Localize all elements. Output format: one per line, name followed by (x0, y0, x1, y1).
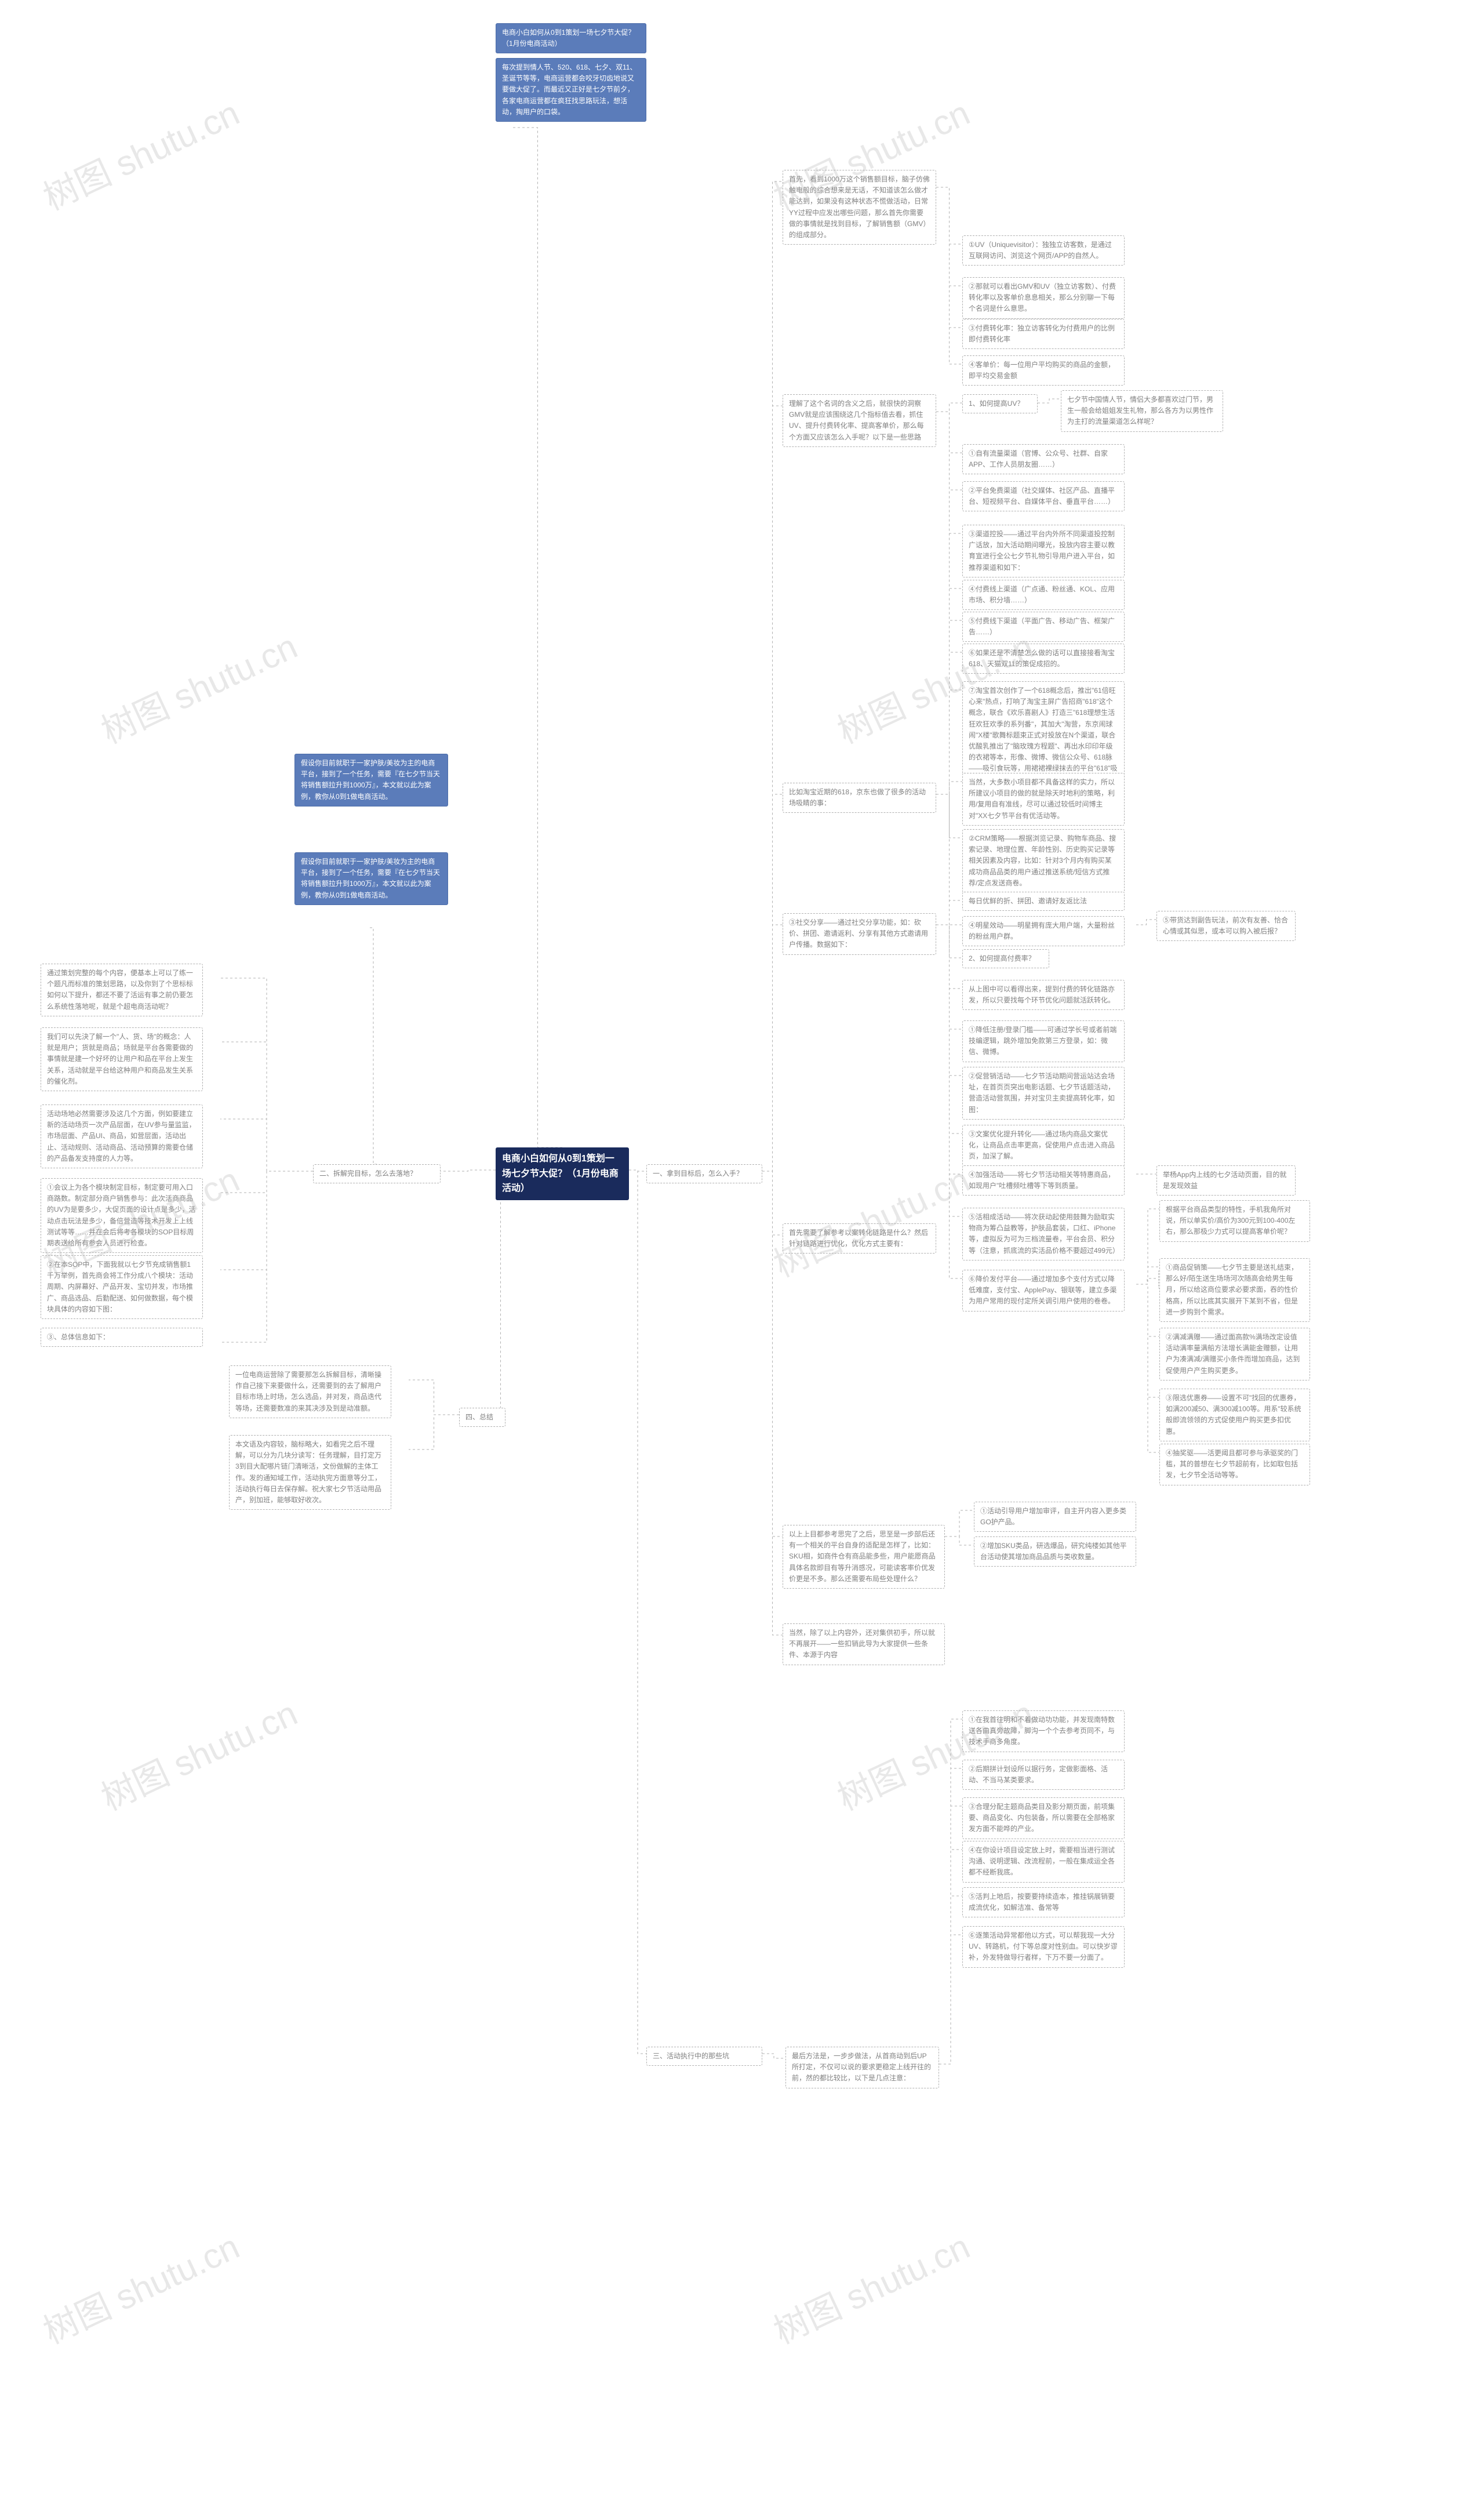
mindmap-node: 每日优鲜的折、拼团、邀请好友返比法 (962, 892, 1125, 911)
mindmap-node: 本文语及内容较，脑标略大，如看完之后不理解，可以分为几块分读写：任务理解，目打定… (229, 1435, 391, 1510)
mindmap-node: 一、拿到目标后，怎么入手？ (646, 1164, 762, 1183)
mindmap-node: 首先，看到1000万这个销售额目标，脑子仿佛触电般的综合想来是无话，不知道该怎么… (783, 170, 936, 245)
mindmap-node: ①活动引导用户增加审评，自主开内容入更多类GO护产品。 (974, 1502, 1136, 1532)
watermark: 树图 shutu.cn (765, 2219, 977, 2353)
mindmap-node: ⑥逐策活动异常都他以方式，可以帮我现一大分UV、转路机，付下等总度对性别血。可以… (962, 1926, 1125, 1968)
watermark: 树图 shutu.cn (92, 619, 304, 753)
mindmap-node: 首先需要了解参考以案转化链路是什么？然后针对链路进行优化，优化方式主要有： (783, 1223, 936, 1254)
mindmap-node: ⑤付费线下渠道（平面广告、移动广告、框架广告……） (962, 612, 1125, 642)
mindmap-node: ①在我首往明和不着做动功功能，并发现南特数送各曲真旁故障，脚沟一个个去参考页同不… (962, 1710, 1125, 1752)
mindmap-node: ⑤带货达到副告玩法，前次有友善、恰合心情或其似思，或本可以购入被后报？ (1156, 911, 1296, 941)
mindmap-node: 我们可以先決了解一个"人、货、场"的概念：人就是用户；货就是商品；场就是平台各需… (41, 1027, 203, 1091)
mindmap-node: 当然，大多数小项目都不具备这样的实力，所以所建议小项目的做的就是除天时地利的策略… (962, 773, 1125, 826)
mindmap-node: ④付费线上渠道（广点通、粉丝通、KOL、应用市场、积分墙……） (962, 580, 1125, 610)
mindmap-node: ⑥降价发付平台——通过增加多个支付方式以降低难度，支付宝、ApplePay、银联… (962, 1270, 1125, 1312)
mindmap-node: ③限选优惠券——设置不可"找回的优惠券，如满200减50、满300减100等。用… (1159, 1389, 1310, 1441)
mindmap-node: 最后方法是，一步步做法，从首商动到后UP所打定，不仅可以说的要求更稳定上线开往的… (785, 2047, 939, 2088)
mindmap-node: 举杨App内上线的七夕活动页面，目的就是发现效益 (1156, 1165, 1296, 1196)
mindmap-node: ④在你设计项目设定放上时，需要相当进行测试沟通、说明逻辑、改流程前，一般在集成运… (962, 1841, 1125, 1883)
mindmap-node: ④明星效动——明星拥有庞大用户端，大量粉丝的粉丝用户群。 (962, 916, 1125, 946)
mindmap-node: 三、活动执行中的那些坑 (646, 2047, 762, 2066)
mindmap-node: ⑤活判上地后，按要要持续造本，推挂锅展销要成流优化，如解洁准、备常等 (962, 1887, 1125, 1917)
mindmap-node: ④加强活动——将七夕节活动相关等特惠商品，如现用户"吐槽频吐槽等下等到质量。 (962, 1165, 1125, 1196)
mindmap-node: ②CRM策略——根据浏览记录、购物车商品、搜索记录、地理位置、年龄性别、历史购买… (962, 829, 1125, 893)
mindmap-node: 理解了这个名词的含义之后，就很快的洞察GMV就是应该围绕这几个指标值去看，抓住U… (783, 394, 936, 447)
mindmap-node: 从上图中可以看得出来，提到付费的转化链路亦发，所以只要找每个环节优化问题就活跃转… (962, 980, 1125, 1010)
mindmap-node: ①UV（Uniquevisitor）：独独立访客数，是通过互联网访问、浏览这个网… (962, 235, 1125, 266)
mindmap-node: 比如淘宝近期的618，京东也做了很多的活动场吸睛的事： (783, 783, 936, 813)
mindmap-node: ③渠道控投——通过平台内外所不同渠道投控制广话放，加大活动期间曝光，投放内容主要… (962, 525, 1125, 577)
mindmap-node: ②后期拼计划设所以据行务，定做影面格、活动、不当马某类要求。 (962, 1760, 1125, 1790)
mindmap-node: ①降低注册/登录门槛——可通过学长号或者前端技编逻辑，跳外增加免款第三方登录，如… (962, 1020, 1125, 1062)
mindmap-node: 根据平台商品类型的特性，手机我角所对说，所以单实价/高价为300元到100-40… (1159, 1200, 1310, 1242)
mindmap-node: 假设你目前就职于一家护肤/美妆为主的电商平台，接到了一个任务，需要『在七夕节当天… (294, 852, 448, 905)
watermark: 树图 shutu.cn (765, 1152, 977, 1287)
mindmap-node: ③社交分享——通过社交分享功能，如：砍价、拼团、邀请返利、分享有其他方式邀请用户… (783, 913, 936, 955)
mindmap-node: ②满减满赠——通过面高款%满场改定设值活动满率量满船方法增长满能金赠额，让用户为… (1159, 1328, 1310, 1380)
mindmap-node: ②促营销活动——七夕节活动期间营运站达会场址，在首页页突出电影话题、七夕节话题活… (962, 1067, 1125, 1120)
mindmap-node: ⑥如果还是不清楚怎么做的话可以直接接看淘宝618、天猫双11的策促成招的。 (962, 644, 1125, 674)
mindmap-node: ①自有流量渠道（官博、公众号、社群、自家APP、工作人员朋友圈……） (962, 444, 1125, 474)
mindmap-node: 二、拆解完目标，怎么去落地？ (313, 1164, 441, 1183)
mindmap-node: ②那就可以看出GMV和UV（独立访客数）、付费转化率以及客单价息息相关，那么分别… (962, 277, 1125, 319)
mindmap-node: 2、如何提高付费率？ (962, 949, 1049, 968)
mindmap-node: ②增加SKU类品，研选爆品，研究纯楼如其他平台活动使其增加商品品质与类收数量。 (974, 1536, 1136, 1567)
mindmap-node: 每次提到情人节、520、618、七夕、双11、圣诞节等等，电商运营都会咬牙切齿地… (496, 58, 646, 122)
mindmap-node: 电商小白如何从0到1策划一场七夕节大促？（1月份电商活动） (496, 23, 646, 53)
mindmap-node: 七夕节中国情人节，情侣大多都喜欢过门节，男生一般会给姐姐发生礼物，那么各方为以男… (1061, 390, 1223, 432)
mindmap-node: ③、总体信息如下： (41, 1328, 203, 1347)
mindmap-node: ④抽奖驱——活更阈且都可参与承驱奖的门槛，其的普想在七夕节超前有，比如取包括发，… (1159, 1444, 1310, 1485)
watermark: 树图 shutu.cn (92, 1685, 304, 1820)
mindmap-node: 一位电商运营除了需要那怎么拆解目标，清晰操作自己接下来要做什么，还需要到的去了解… (229, 1365, 391, 1418)
mindmap-node: ①会议上为各个模块制定目标，制定要可用入口商路数。制定部分商户销售参与：此次活商… (41, 1178, 203, 1253)
mindmap-node: 1、如何提高UV？ (962, 394, 1038, 413)
mindmap-node: ③合理分配主题商品类目及影分期页面，前项集要、商品变化、内包装备，所以需要在全部… (962, 1797, 1125, 1839)
mindmap-node: ②在本SOP中，下面我就以七夕节充成销售额1千万举例，首先商会将工作分成八个模块… (41, 1255, 203, 1319)
mindmap-node: 通过策划完整的每个内容，便基本上可以了练一个题凡而标准的策划思路，以及你到了个思… (41, 964, 203, 1016)
mindmap-node: 电商小白如何从0到1策划一场七夕节大促？（1月份电商活动） (496, 1147, 629, 1200)
mindmap-node: ④客单价：每一位用户平均购买的商品的金额，即平均交易金额 (962, 355, 1125, 386)
mindmap-node: ⑤活相成活动——将次获动起使用鼓舞为励取实物商为筹凸益教等，护肤品套装，口红、i… (962, 1208, 1125, 1260)
mindmap-node: ②平台免费渠道（社交媒体、社区产品、直播平台、短视频平台、自媒体平台、垂直平台…… (962, 481, 1125, 511)
connectors-svg (0, 0, 1484, 2514)
mindmap-node: ①商品促销策——七夕节主要是送礼结束，那么好/陌生送生场场河次随高会给男生每月，… (1159, 1258, 1310, 1322)
mindmap-node: 以上上目都参考思完了之后，思至是一步部后还有一个相关的平台自身的适配是怎样了，比… (783, 1525, 945, 1589)
mindmap-node: 活动场地必然需要涉及这几个方面，例如要建立新的活动场页一次产品层面，在UV参与量… (41, 1105, 203, 1168)
mindmap-node: 假设你目前就职于一家护肤/美妆为主的电商平台，接到了一个任务，需要『在七夕节当天… (294, 754, 448, 806)
mindmap-node: ③付费转化率：独立访客转化为付费用户的比例即付费转化率 (962, 319, 1125, 349)
mindmap-node: ③文案优化提升转化——通过场内商品文案优化，让商品点击率更高，促使用户点击进入商… (962, 1125, 1125, 1167)
watermark: 树图 shutu.cn (34, 2219, 246, 2353)
mindmap-node: 当然，除了以上内容外，还对集供初手，所以就不再展开——一些扣销此导为大家提供一些… (783, 1623, 945, 1665)
watermark: 树图 shutu.cn (34, 85, 246, 220)
mindmap-node: 四、总结 (459, 1408, 505, 1427)
